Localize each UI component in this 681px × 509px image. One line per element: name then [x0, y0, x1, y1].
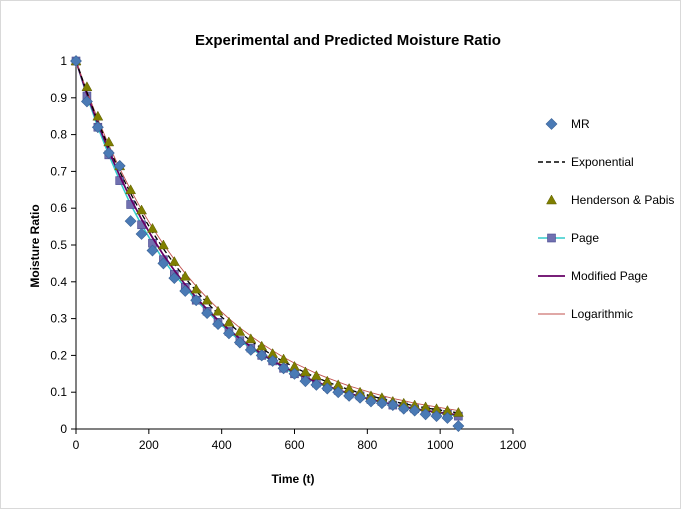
series-mr-point	[223, 327, 235, 340]
series-henderson-pabis-point	[190, 283, 202, 294]
series-mr-point	[113, 159, 126, 172]
x-tick-label: 1000	[427, 438, 454, 452]
y-tick-label: 0.7	[50, 164, 67, 178]
series-henderson-pabis-point	[452, 406, 464, 417]
legend-label: MR	[571, 117, 590, 131]
series-mr-point	[408, 404, 421, 417]
series-mr-point	[190, 294, 203, 307]
series-mr-point	[397, 402, 410, 415]
series-mr-point	[179, 285, 192, 297]
x-axis-title: Time (t)	[271, 472, 314, 486]
series-mr-point	[354, 391, 366, 404]
series-henderson-pabis-point	[223, 316, 235, 327]
y-tick-label: 0.3	[50, 312, 67, 326]
series-mr-point	[157, 257, 170, 270]
y-tick-label: 0.2	[50, 348, 67, 362]
series-mr-point	[81, 95, 93, 108]
series-logarithmic-line	[75, 60, 459, 412]
legend-henderson-pabis-symbol	[546, 194, 557, 205]
legend-page-symbol	[547, 233, 556, 243]
series-mr-point	[70, 55, 82, 67]
legend-label: Henderson & Pabis	[571, 193, 674, 207]
series-mr-point	[135, 228, 148, 240]
series-mr-point	[233, 336, 246, 349]
series-henderson-pabis-point	[103, 136, 115, 147]
legend-label: Page	[571, 231, 599, 245]
series-henderson-pabis-point	[147, 222, 158, 233]
series-mr-point	[201, 307, 214, 320]
series-mr-point	[452, 420, 465, 432]
series-mr-point	[288, 367, 301, 380]
series-henderson-pabis-point	[157, 239, 169, 250]
series-henderson-pabis-point	[179, 270, 191, 281]
series-mr-point	[343, 389, 356, 402]
series-mr-point	[146, 244, 159, 257]
series-exponential-line	[75, 60, 459, 414]
series-mr-point	[255, 349, 268, 362]
y-tick-label: 1	[60, 54, 67, 68]
x-tick-label: 0	[73, 438, 80, 452]
series-mr-point	[332, 386, 345, 399]
legend-label: Modified Page	[571, 269, 648, 283]
y-tick-label: 0	[60, 422, 67, 436]
y-tick-label: 0.6	[50, 201, 67, 215]
y-tick-label: 0.1	[50, 385, 67, 399]
series-mr-point	[277, 362, 290, 375]
x-tick-label: 1200	[500, 438, 527, 452]
x-tick-label: 800	[357, 438, 377, 452]
y-tick-label: 0.5	[50, 238, 67, 252]
series-henderson-pabis-point	[212, 305, 224, 316]
series-mr-point	[310, 378, 323, 391]
y-tick-label: 0.4	[50, 275, 67, 289]
x-tick-label: 600	[284, 438, 304, 452]
series-mr-point	[365, 395, 377, 408]
chart-legend: MR Exponential Henderson & Pabis Page Modifi…	[538, 117, 674, 321]
series-mr-point	[244, 343, 257, 356]
series-henderson-pabis-point	[201, 294, 213, 305]
y-tick-label: 0.8	[50, 128, 67, 142]
series-mr-point	[124, 215, 137, 228]
series-henderson-pabis-point	[168, 256, 180, 266]
legend-label: Logarithmic	[571, 307, 633, 321]
series-mr-point	[375, 397, 388, 410]
plot-area: 0 0.1 0.2 0.3 0.4 0.5 0.6 0.7 0.8 0.9 1 0 200 400 600 8…	[50, 54, 526, 452]
chart-title: Experimental and Predicted Moisture Rati…	[195, 32, 501, 49]
series-mr-point	[102, 147, 115, 159]
series-mr-point	[91, 121, 104, 134]
legend-mr-symbol	[545, 118, 558, 130]
y-tick-label: 0.9	[50, 91, 67, 105]
series-mr-point	[299, 375, 312, 388]
series-mr-point	[419, 408, 432, 421]
series-mr-point	[321, 382, 334, 395]
legend-label: Exponential	[571, 155, 634, 169]
x-tick-label: 400	[212, 438, 232, 452]
series-modified-page-line	[75, 60, 459, 416]
series-mr-point	[266, 354, 279, 367]
series-henderson-pabis-point	[234, 325, 246, 336]
series-mr-point	[441, 412, 454, 424]
series-mr-point	[430, 410, 443, 423]
series-mr-point	[168, 272, 181, 285]
series-mr-point	[212, 318, 224, 331]
series-henderson-pabis-point	[125, 184, 137, 195]
series-henderson-pabis-point	[81, 81, 93, 92]
series-page-line	[75, 60, 459, 417]
series-henderson-pabis-point	[92, 110, 104, 121]
series-mr-point	[386, 399, 399, 412]
series-henderson-pabis-point	[245, 333, 257, 344]
x-tick-label: 200	[139, 438, 159, 452]
y-axis-title: Moisture Ratio	[28, 204, 42, 287]
series-henderson-pabis-point	[136, 204, 147, 215]
